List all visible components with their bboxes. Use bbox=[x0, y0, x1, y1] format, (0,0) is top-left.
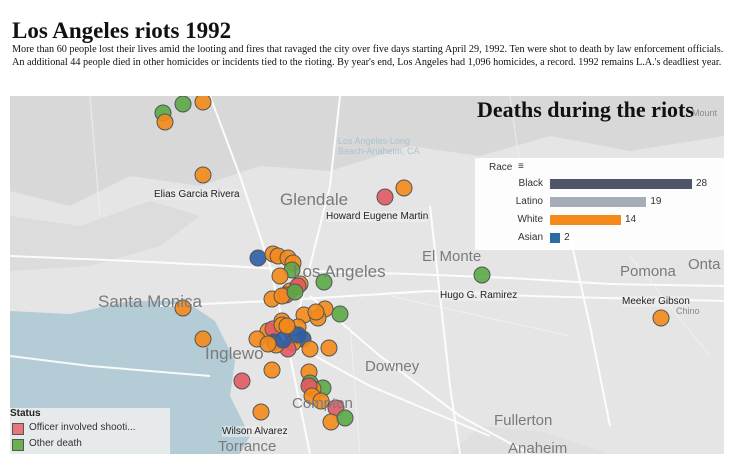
death-marker[interactable] bbox=[252, 403, 270, 421]
death-marker[interactable] bbox=[312, 392, 330, 410]
bar-value-label: 14 bbox=[625, 214, 637, 225]
legend-swatch bbox=[12, 439, 24, 451]
death-marker[interactable] bbox=[376, 188, 394, 206]
victim-label: Elias Garcia Rivera bbox=[154, 189, 240, 200]
death-marker[interactable] bbox=[194, 96, 212, 111]
intro-text: More than 60 people lost their lives ami… bbox=[12, 44, 724, 68]
city-label-los-angeles: Los Angeles bbox=[293, 262, 386, 281]
map-base bbox=[10, 96, 724, 454]
death-marker[interactable] bbox=[395, 179, 413, 197]
bar-category-label: Latino bbox=[515, 196, 543, 207]
death-marker[interactable] bbox=[156, 113, 174, 131]
victim-label: Hugo G. Ramirez bbox=[440, 290, 518, 301]
victim-label: Meeker Gibson bbox=[622, 296, 690, 307]
city-label-glendale: Glendale bbox=[280, 190, 349, 209]
city-label-ontario: Onta bbox=[688, 256, 721, 273]
status-legend: Status Officer involved shooti... Other … bbox=[10, 408, 170, 454]
death-marker[interactable] bbox=[320, 339, 338, 357]
bar[interactable] bbox=[550, 179, 692, 189]
death-marker[interactable] bbox=[194, 166, 212, 184]
death-marker[interactable] bbox=[473, 266, 491, 284]
death-markers[interactable] bbox=[154, 96, 670, 431]
death-marker[interactable] bbox=[307, 303, 325, 321]
bar[interactable] bbox=[550, 197, 647, 207]
bar-value-label: 2 bbox=[564, 232, 570, 243]
bar[interactable] bbox=[550, 215, 621, 225]
death-marker[interactable] bbox=[174, 96, 192, 113]
bar-category-label: White bbox=[517, 214, 543, 225]
city-label-anaheim: Anaheim bbox=[508, 440, 568, 454]
city-label-compton: Compton bbox=[292, 395, 353, 412]
legend-label: Officer involved shooti... bbox=[29, 422, 136, 433]
chart-axis-label: Race bbox=[489, 162, 513, 173]
city-label-mount: Mount bbox=[692, 108, 718, 118]
city-label-fullerton: Fullerton bbox=[494, 412, 553, 429]
city-label-chino: Chino bbox=[676, 306, 700, 316]
map[interactable]: Glendale Los Angeles Santa Monica El Mon… bbox=[10, 96, 724, 454]
bar-value-label: 19 bbox=[650, 196, 662, 207]
bar-category-label: Asian bbox=[517, 232, 543, 243]
death-marker[interactable] bbox=[249, 249, 267, 267]
death-marker[interactable] bbox=[263, 361, 281, 379]
death-marker[interactable] bbox=[289, 326, 307, 344]
death-marker[interactable] bbox=[271, 267, 289, 285]
city-label-pomona: Pomona bbox=[620, 263, 676, 280]
death-marker[interactable] bbox=[315, 273, 333, 291]
death-marker[interactable] bbox=[322, 413, 340, 431]
death-marker[interactable] bbox=[301, 340, 319, 358]
city-label-el-monte: El Monte bbox=[422, 248, 482, 265]
sort-icon[interactable]: ≡ bbox=[518, 161, 524, 172]
death-marker[interactable] bbox=[286, 283, 304, 301]
death-marker[interactable] bbox=[652, 309, 670, 327]
bar[interactable] bbox=[550, 233, 561, 243]
legend-swatch bbox=[12, 423, 24, 435]
victim-label: Wilson Alvarez bbox=[222, 426, 288, 437]
race-bar-chart[interactable]: Race ≡ Black 28 Latino 19 White 14 Asian 2 bbox=[475, 158, 724, 250]
victim-label: Howard Eugene Martin bbox=[326, 211, 429, 222]
death-marker[interactable] bbox=[336, 409, 354, 427]
legend-title: Status bbox=[10, 408, 41, 419]
death-marker[interactable] bbox=[259, 335, 277, 353]
city-label-torrance: Torrance bbox=[218, 438, 277, 454]
death-marker[interactable] bbox=[194, 330, 212, 348]
city-label-inglewood: Inglewo bbox=[205, 344, 264, 363]
legend-item-officer[interactable]: Officer involved shooti... bbox=[10, 422, 168, 436]
metro-area-label: Los Angeles-Long Beach-Anaheim, CA bbox=[338, 136, 420, 156]
city-label-downey: Downey bbox=[365, 358, 420, 375]
death-marker[interactable] bbox=[174, 299, 192, 317]
city-label-santa-monica: Santa Monica bbox=[98, 292, 202, 311]
legend-item-other[interactable]: Other death bbox=[10, 438, 168, 452]
legend-label: Other death bbox=[29, 438, 82, 449]
chart-title: Deaths during the riots bbox=[477, 97, 694, 122]
death-marker[interactable] bbox=[278, 317, 296, 335]
death-marker[interactable] bbox=[331, 305, 349, 323]
death-marker[interactable] bbox=[233, 372, 251, 390]
page-title: Los Angeles riots 1992 bbox=[12, 18, 232, 43]
bar-category-label: Black bbox=[518, 178, 543, 189]
bar-value-label: 28 bbox=[696, 178, 708, 189]
death-marker[interactable] bbox=[274, 331, 292, 349]
